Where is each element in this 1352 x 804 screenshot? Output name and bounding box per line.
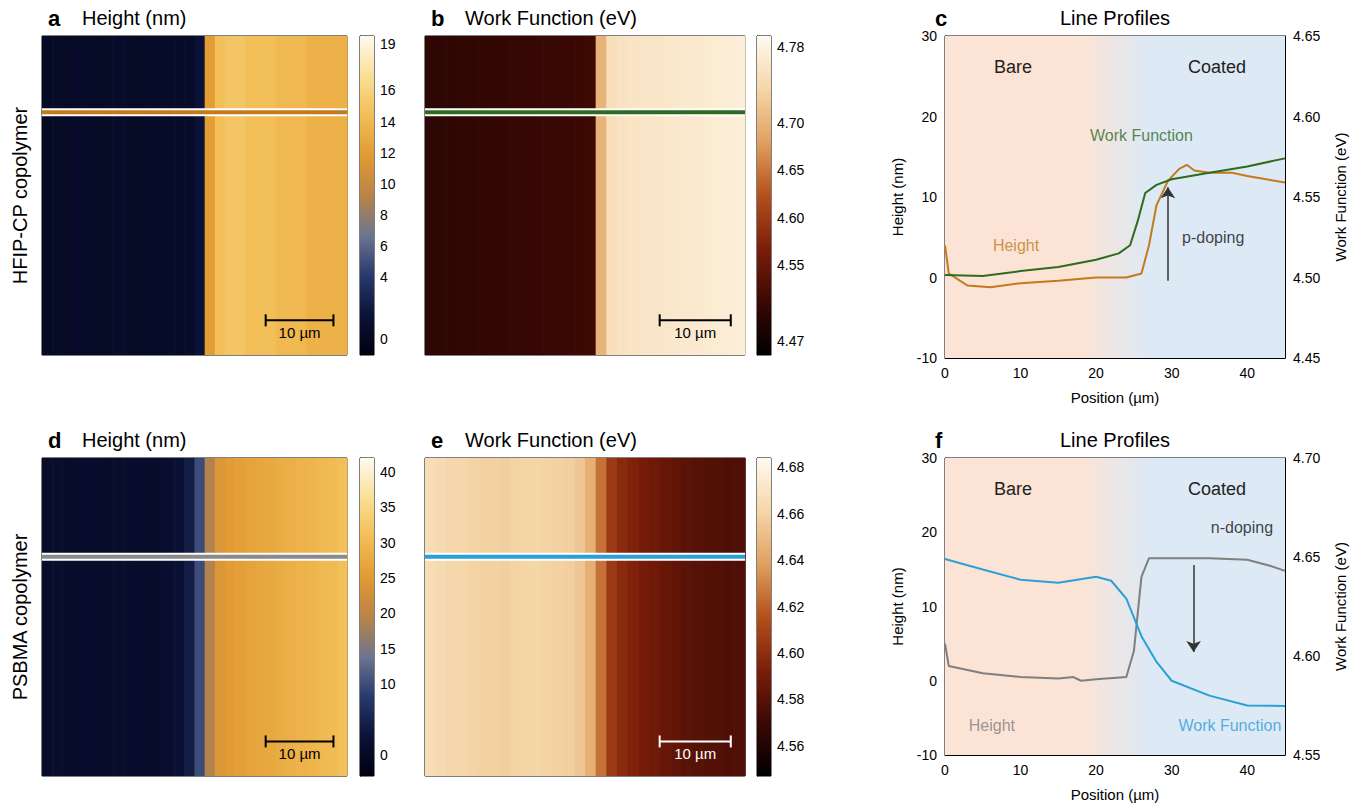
svg-text:4.70: 4.70 xyxy=(777,115,804,131)
svg-text:Height (nm): Height (nm) xyxy=(889,158,906,236)
svg-text:Work Function: Work Function xyxy=(1178,717,1281,734)
svg-text:4.65: 4.65 xyxy=(1293,549,1320,565)
svg-text:4.65: 4.65 xyxy=(1293,28,1320,44)
svg-text:40: 40 xyxy=(380,464,396,480)
svg-text:30: 30 xyxy=(921,28,937,44)
svg-text:Position (µm): Position (µm) xyxy=(1071,389,1160,406)
svg-text:10: 10 xyxy=(1013,365,1029,381)
svg-text:25: 25 xyxy=(380,570,396,586)
svg-text:HFIP-CP copolymer: HFIP-CP copolymer xyxy=(9,106,31,284)
svg-text:Work Function (eV): Work Function (eV) xyxy=(1332,133,1349,262)
svg-text:4.66: 4.66 xyxy=(777,506,804,522)
svg-text:n-doping: n-doping xyxy=(1211,519,1273,536)
svg-text:Bare: Bare xyxy=(994,479,1032,499)
svg-text:4.78: 4.78 xyxy=(777,39,804,55)
svg-text:10: 10 xyxy=(380,176,396,192)
svg-text:20: 20 xyxy=(1088,762,1104,778)
svg-text:4.60: 4.60 xyxy=(1293,109,1320,125)
svg-text:14: 14 xyxy=(380,114,396,130)
svg-text:4.68: 4.68 xyxy=(777,459,804,475)
svg-text:4.50: 4.50 xyxy=(1293,270,1320,286)
svg-text:20: 20 xyxy=(380,605,396,621)
svg-text:b: b xyxy=(431,6,444,31)
svg-text:0: 0 xyxy=(929,270,937,286)
svg-text:10: 10 xyxy=(380,676,396,692)
svg-text:4.60: 4.60 xyxy=(777,210,804,226)
svg-text:8: 8 xyxy=(380,207,388,223)
svg-text:Work Function: Work Function xyxy=(1090,127,1193,144)
svg-text:d: d xyxy=(48,428,61,453)
svg-text:4.60: 4.60 xyxy=(777,645,804,661)
svg-text:19: 19 xyxy=(380,36,396,52)
svg-text:6: 6 xyxy=(380,238,388,254)
svg-text:0: 0 xyxy=(941,762,949,778)
svg-text:4.58: 4.58 xyxy=(777,691,804,707)
svg-text:Height (nm): Height (nm) xyxy=(82,7,186,29)
svg-text:4: 4 xyxy=(380,269,388,285)
svg-text:4.64: 4.64 xyxy=(777,552,804,568)
svg-text:-10: -10 xyxy=(917,747,937,763)
svg-text:10: 10 xyxy=(1013,762,1029,778)
svg-text:4.55: 4.55 xyxy=(1293,189,1320,205)
svg-text:10 µm: 10 µm xyxy=(279,745,321,762)
svg-text:4.60: 4.60 xyxy=(1293,648,1320,664)
svg-text:10 µm: 10 µm xyxy=(279,324,321,341)
svg-text:Coated: Coated xyxy=(1188,57,1246,77)
svg-text:10 µm: 10 µm xyxy=(674,324,716,341)
svg-text:35: 35 xyxy=(380,499,396,515)
svg-text:f: f xyxy=(935,428,943,453)
svg-text:4.56: 4.56 xyxy=(777,738,804,754)
svg-text:Bare: Bare xyxy=(994,57,1032,77)
svg-text:12: 12 xyxy=(380,145,396,161)
svg-text:0: 0 xyxy=(380,747,388,763)
svg-text:4.55: 4.55 xyxy=(1293,747,1320,763)
svg-text:20: 20 xyxy=(921,109,937,125)
svg-text:10: 10 xyxy=(921,599,937,615)
svg-text:Line Profiles: Line Profiles xyxy=(1060,7,1170,29)
svg-text:Line Profiles: Line Profiles xyxy=(1060,429,1170,451)
svg-text:15: 15 xyxy=(380,641,396,657)
svg-text:30: 30 xyxy=(1164,762,1180,778)
svg-text:4.55: 4.55 xyxy=(777,257,804,273)
svg-text:4.47: 4.47 xyxy=(777,333,804,349)
svg-text:c: c xyxy=(935,6,947,31)
svg-text:e: e xyxy=(431,428,443,453)
svg-text:0: 0 xyxy=(380,331,388,347)
svg-text:Work Function (eV): Work Function (eV) xyxy=(465,429,637,451)
svg-text:4.45: 4.45 xyxy=(1293,350,1320,366)
svg-text:Height (nm): Height (nm) xyxy=(889,567,906,645)
svg-text:30: 30 xyxy=(921,450,937,466)
svg-text:4.62: 4.62 xyxy=(777,599,804,615)
svg-text:Height: Height xyxy=(969,717,1016,734)
svg-text:40: 40 xyxy=(1239,365,1255,381)
svg-text:20: 20 xyxy=(1088,365,1104,381)
svg-text:PSBMA copolymer: PSBMA copolymer xyxy=(9,533,31,700)
svg-text:16: 16 xyxy=(380,82,396,98)
svg-text:-10: -10 xyxy=(917,350,937,366)
svg-text:a: a xyxy=(48,6,61,31)
svg-text:Height: Height xyxy=(993,237,1040,254)
svg-text:30: 30 xyxy=(1164,365,1180,381)
svg-text:Work Function (eV): Work Function (eV) xyxy=(465,7,637,29)
svg-text:40: 40 xyxy=(1239,762,1255,778)
svg-text:Height (nm): Height (nm) xyxy=(82,429,186,451)
svg-text:0: 0 xyxy=(941,365,949,381)
svg-text:Position (µm): Position (µm) xyxy=(1071,786,1160,803)
svg-text:Work Function (eV): Work Function (eV) xyxy=(1332,542,1349,671)
svg-text:0: 0 xyxy=(929,673,937,689)
svg-text:p-doping: p-doping xyxy=(1182,229,1244,246)
svg-text:Coated: Coated xyxy=(1188,479,1246,499)
svg-text:4.70: 4.70 xyxy=(1293,450,1320,466)
svg-text:10 µm: 10 µm xyxy=(674,745,716,762)
svg-text:30: 30 xyxy=(380,535,396,551)
svg-text:4.65: 4.65 xyxy=(777,162,804,178)
svg-text:10: 10 xyxy=(921,189,937,205)
svg-text:20: 20 xyxy=(921,524,937,540)
